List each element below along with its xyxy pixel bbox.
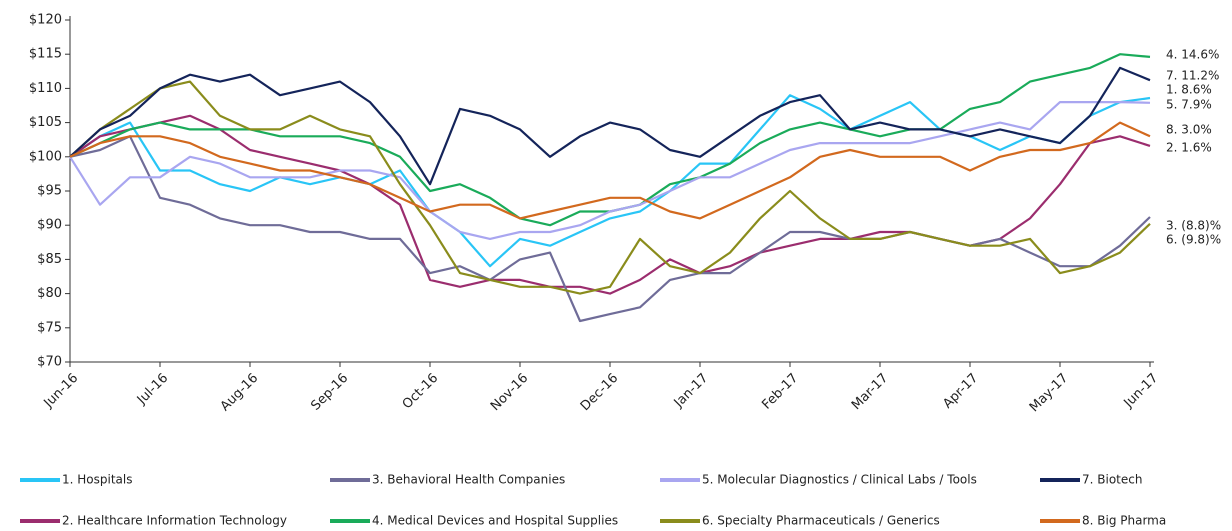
y-tick-label: $75: [37, 320, 62, 335]
end-label: 1. 8.6%: [1166, 83, 1212, 97]
series-line: [69, 121, 1151, 220]
series-line: [69, 66, 1151, 186]
legend-label: 6. Specialty Pharmaceuticals / Generics: [702, 514, 940, 528]
end-label: 6. (9.8)%: [1166, 233, 1221, 247]
series-line: [69, 114, 1151, 295]
y-tick-label: $100: [29, 149, 62, 164]
y-tick-label: $115: [29, 47, 62, 62]
legend-label: 1. Hospitals: [62, 473, 132, 487]
end-label: 3. (8.8)%: [1166, 219, 1221, 233]
y-tick-label: $95: [37, 184, 62, 199]
legend-label: 4. Medical Devices and Hospital Supplies: [372, 514, 618, 528]
y-tick-label: $80: [37, 286, 62, 301]
x-tick-label: Mar-17: [849, 371, 891, 413]
legend-label: 3. Behavioral Health Companies: [372, 473, 565, 487]
y-tick-label: $70: [37, 355, 62, 370]
x-tick-label: Apr-17: [940, 371, 981, 412]
end-label: 7. 11.2%: [1166, 69, 1219, 83]
legend-label: 7. Biotech: [1082, 473, 1142, 487]
y-tick-label: $85: [37, 252, 62, 267]
y-tick-label: $105: [29, 115, 62, 130]
end-label: 8. 3.0%: [1166, 123, 1212, 137]
x-tick-label: Nov-16: [488, 371, 531, 414]
y-tick-label: $90: [37, 218, 62, 233]
x-tick-label: Jun-17: [1121, 371, 1162, 412]
series-line: [69, 101, 1151, 240]
x-tick-label: Sep-16: [308, 371, 351, 414]
y-tick-label: $110: [29, 81, 62, 96]
legend-label: 5. Molecular Diagnostics / Clinical Labs…: [702, 473, 977, 487]
end-label: 5. 7.9%: [1166, 98, 1212, 112]
x-tick-label: Dec-16: [578, 371, 621, 414]
x-tick-label: May-17: [1027, 371, 1071, 415]
legend-label: 8. Big Pharma: [1082, 514, 1166, 528]
y-tick-label: $120: [29, 13, 62, 28]
x-tick-label: Aug-16: [218, 371, 262, 415]
legend-label: 2. Healthcare Information Technology: [62, 514, 287, 528]
x-tick-label: Jul-16: [134, 371, 171, 408]
end-label: 2. 1.6%: [1166, 141, 1212, 155]
x-tick-label: Oct-16: [400, 371, 442, 413]
x-tick-label: Jun-16: [41, 371, 82, 412]
x-tick-label: Jan-17: [671, 371, 712, 412]
x-tick-label: Feb-17: [759, 371, 801, 413]
series-line: [69, 80, 1151, 295]
end-label: 4. 14.6%: [1166, 48, 1219, 62]
